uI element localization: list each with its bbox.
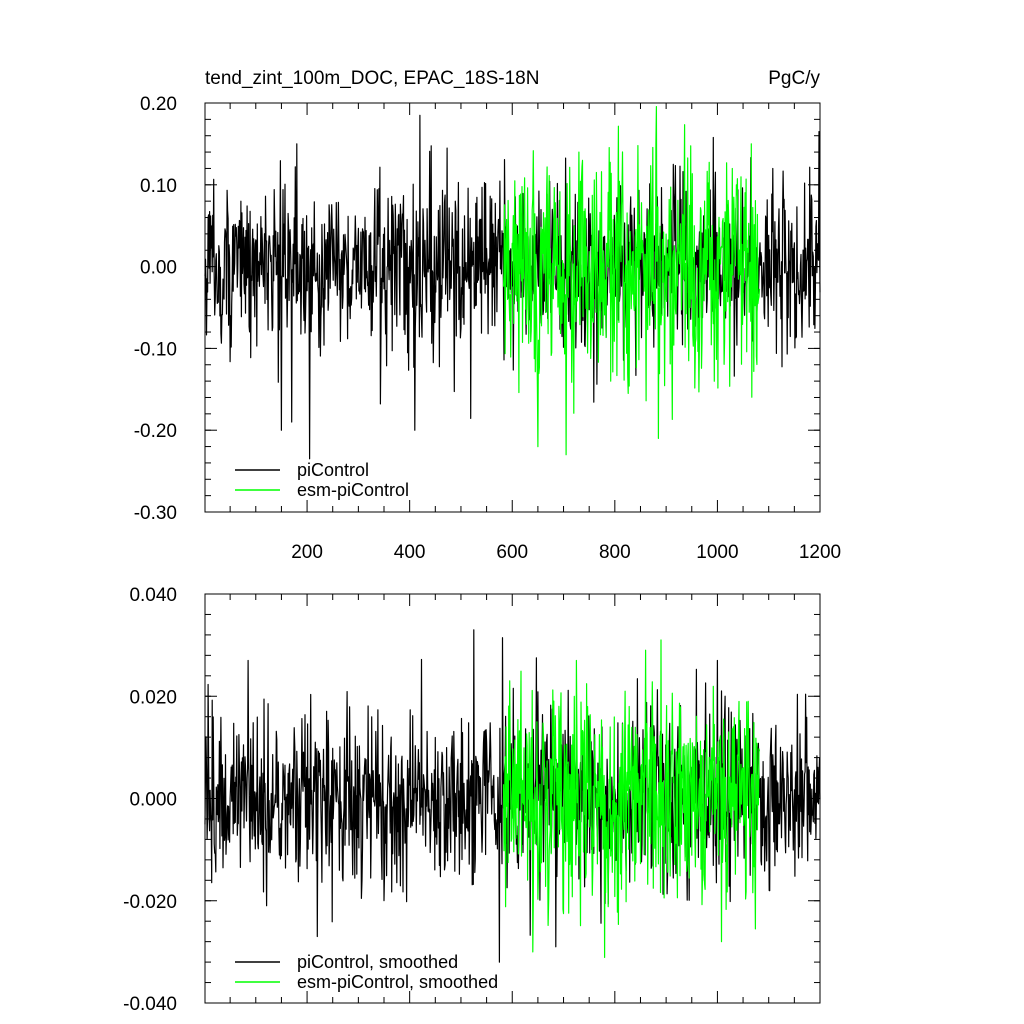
chart-title: tend_zint_100m_DOC, EPAC_18S-18N: [205, 68, 539, 89]
y-tick-label: 0.000: [129, 790, 177, 811]
series-line: [502, 105, 761, 456]
chart-units: PgC/y: [768, 68, 820, 89]
legend-label: piControl: [297, 460, 369, 480]
legend-label: piControl, smoothed: [297, 952, 458, 972]
top-axes: 0.20 0.10 0.00 -0.10 -0.20 -0.30 200 400 600 800 1…: [134, 94, 841, 563]
legend-label: esm-piControl: [297, 480, 409, 500]
x-tick-label: 1000: [696, 542, 738, 563]
y-tick-label: -0.10: [134, 339, 177, 360]
bottom-panel: 0.040 0.020 0.000 -0.020 -0.040 piControl, s…: [123, 585, 821, 1015]
y-tick-label: -0.20: [134, 421, 177, 442]
x-tick-label: 1200: [799, 542, 841, 563]
series-line: [502, 639, 761, 959]
y-tick-label: -0.020: [123, 892, 177, 913]
x-tick-label: 200: [291, 542, 323, 563]
legend-label: esm-piControl, smoothed: [297, 972, 498, 992]
bottom-series: [204, 629, 821, 963]
top-series: [204, 105, 821, 460]
x-tick-label: 800: [599, 542, 631, 563]
y-tick-label: 0.020: [129, 687, 177, 708]
x-tick-label: 400: [394, 542, 426, 563]
y-tick-label: 0.040: [129, 585, 177, 606]
y-tick-label: 0.00: [140, 258, 177, 279]
y-tick-label: -0.30: [134, 503, 177, 524]
y-tick-label: 0.20: [140, 94, 177, 115]
y-tick-label: -0.040: [123, 994, 177, 1015]
x-tick-label: 600: [496, 542, 528, 563]
y-tick-label: 0.10: [140, 176, 177, 197]
top-panel: tend_zint_100m_DOC, EPAC_18S-18N PgC/y 0…: [134, 68, 841, 563]
